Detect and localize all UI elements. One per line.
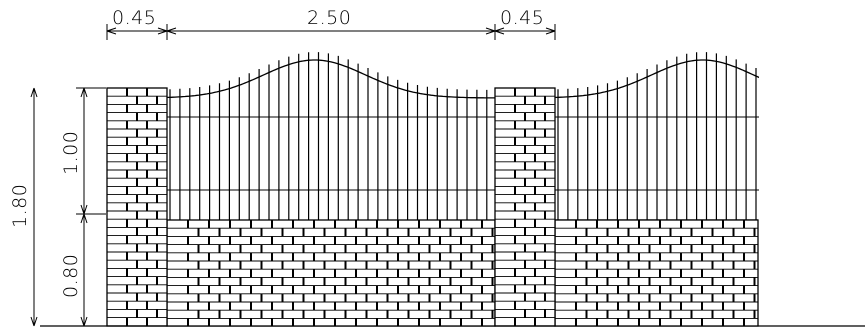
brick-outline xyxy=(554,219,759,327)
brick-outline xyxy=(494,87,556,327)
brick-pillar-right xyxy=(494,87,556,327)
dimension-panel: 2.50 xyxy=(307,7,351,29)
railing-panel-left xyxy=(167,52,495,220)
dimension-left xyxy=(30,87,106,327)
brick-pillar-left xyxy=(106,87,168,327)
edge-mask xyxy=(759,50,865,322)
railing-curve xyxy=(167,59,495,99)
dimension-railing-height: 1.00 xyxy=(60,131,82,175)
dimension-wall-height: 0.80 xyxy=(60,254,82,298)
dimension-top xyxy=(106,24,556,40)
dimension-pillar-left: 0.45 xyxy=(112,7,156,29)
brick-wall-left xyxy=(166,219,496,327)
brick-wall-right xyxy=(554,219,759,327)
brick-outline xyxy=(106,87,168,327)
dimension-pillar-right: 0.45 xyxy=(500,7,544,29)
dimension-total-height: 1.80 xyxy=(9,184,31,228)
